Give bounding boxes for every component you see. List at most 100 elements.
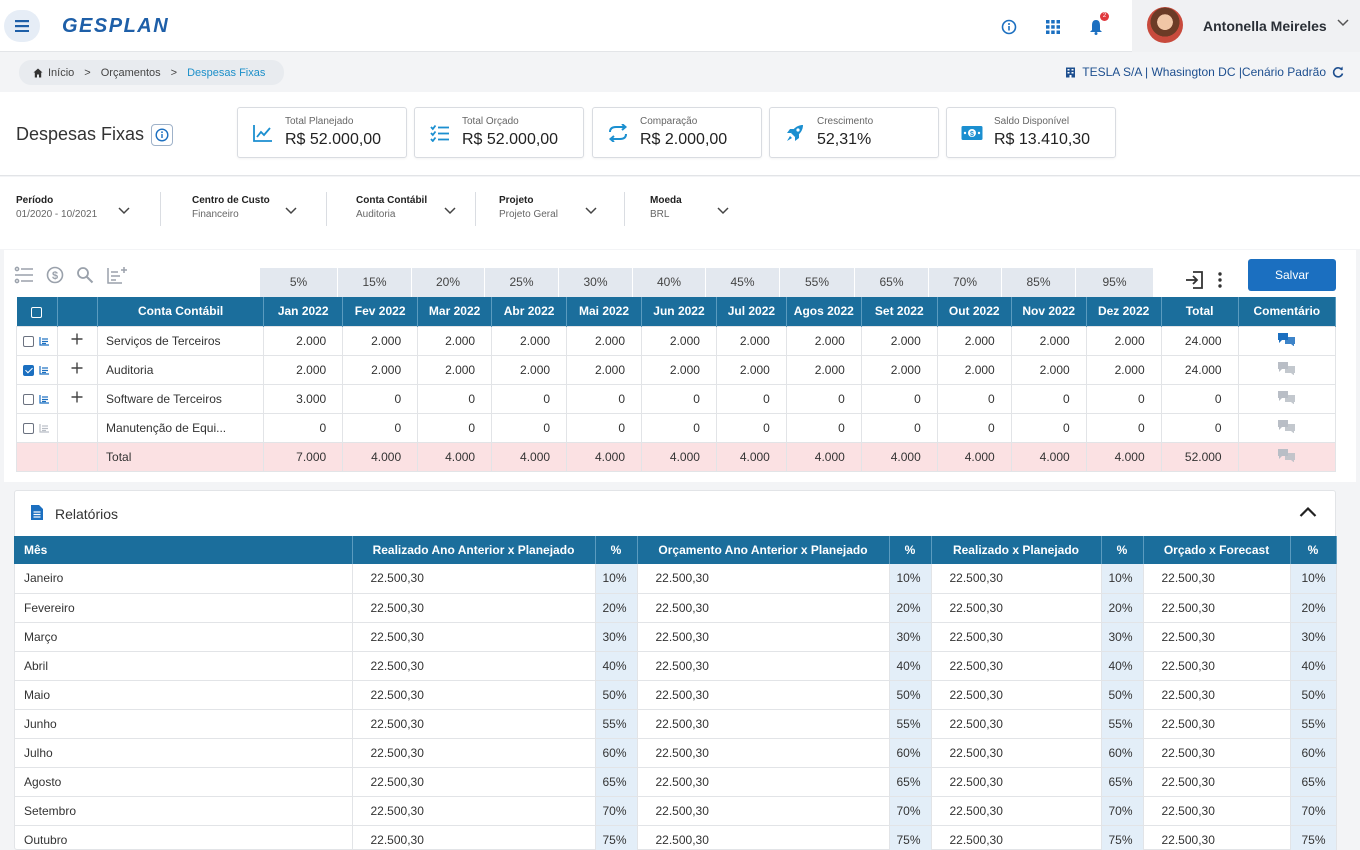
percentage-cell[interactable]: 95% xyxy=(1076,268,1154,297)
comment-cell[interactable] xyxy=(1237,325,1337,356)
column-header-month[interactable]: Fev 2022 xyxy=(342,297,419,326)
month-value-cell[interactable]: 0 xyxy=(785,383,862,414)
month-value-cell[interactable]: 2.000 xyxy=(263,325,344,356)
month-value-cell[interactable]: 2.000 xyxy=(860,354,938,385)
more-options-icon[interactable] xyxy=(1216,271,1224,289)
month-value-cell[interactable]: 0 xyxy=(715,412,787,443)
column-header-pct[interactable]: % xyxy=(595,536,638,564)
month-value-cell[interactable]: 3.000 xyxy=(263,383,344,414)
month-value-cell[interactable]: 2.000 xyxy=(1010,325,1087,356)
hamburger-menu-button[interactable] xyxy=(4,10,40,42)
month-value-cell[interactable]: 2.000 xyxy=(715,354,787,385)
month-value-cell[interactable]: 0 xyxy=(342,383,419,414)
column-header-month[interactable]: Out 2022 xyxy=(937,297,1012,326)
app-logo[interactable]: GESPLAN xyxy=(62,15,170,37)
plus-icon[interactable] xyxy=(71,362,83,374)
column-header-account[interactable]: Conta Contábil xyxy=(97,297,265,326)
month-value-cell[interactable]: 2.000 xyxy=(936,354,1012,385)
reports-header[interactable]: Relatórios xyxy=(15,491,1335,536)
column-header-orcado-x-forecast[interactable]: Orçado x Forecast xyxy=(1143,536,1291,564)
column-header-month[interactable]: Jul 2022 xyxy=(716,297,787,326)
month-value-cell[interactable]: 0 xyxy=(715,383,787,414)
month-value-cell[interactable]: 0 xyxy=(566,412,642,443)
refresh-icon[interactable] xyxy=(1332,66,1344,78)
column-header-month[interactable]: Jan 2022 xyxy=(263,297,344,326)
row-detail-icon[interactable] xyxy=(39,336,50,346)
company-context[interactable]: TESLA S/A | Whasington DC |Cenário Padrã… xyxy=(1065,65,1344,79)
month-value-cell[interactable]: 2.000 xyxy=(1085,354,1162,385)
list-filter-icon[interactable] xyxy=(14,266,34,284)
percentage-cell[interactable]: 40% xyxy=(633,268,706,297)
percentage-cell[interactable]: 55% xyxy=(780,268,855,297)
comment-cell[interactable] xyxy=(1237,354,1337,385)
select-all-checkbox[interactable] xyxy=(31,306,42,318)
comment-icon[interactable] xyxy=(1277,361,1297,376)
row-select-cell[interactable] xyxy=(16,354,58,385)
user-menu[interactable]: Antonella Meireles xyxy=(1132,0,1360,52)
breadcrumb-home[interactable]: Início xyxy=(48,66,75,79)
row-checkbox[interactable] xyxy=(23,335,35,347)
month-value-cell[interactable]: 0 xyxy=(342,412,419,443)
row-checkbox[interactable] xyxy=(23,422,35,434)
currency-icon[interactable]: $ xyxy=(46,266,64,284)
save-button[interactable]: Salvar xyxy=(1248,259,1336,291)
select-all-header[interactable] xyxy=(16,297,58,326)
month-value-cell[interactable]: 0 xyxy=(785,412,862,443)
column-header-month[interactable]: Mar 2022 xyxy=(417,297,493,326)
column-header-total[interactable]: Total xyxy=(1161,297,1239,326)
month-value-cell[interactable]: 2.000 xyxy=(715,325,787,356)
row-expand-cell[interactable] xyxy=(56,354,99,385)
comment-icon[interactable] xyxy=(1277,448,1297,463)
percentage-cell[interactable]: 30% xyxy=(559,268,633,297)
month-value-cell[interactable]: 0 xyxy=(1010,383,1087,414)
comment-cell[interactable] xyxy=(1237,441,1337,472)
month-value-cell[interactable]: 2.000 xyxy=(491,325,568,356)
page-info-button[interactable] xyxy=(151,124,173,146)
column-header-realizado-x-planejado[interactable]: Realizado x Planejado xyxy=(931,536,1102,564)
comment-cell[interactable] xyxy=(1237,412,1337,443)
month-value-cell[interactable]: 2.000 xyxy=(342,354,419,385)
month-value-cell[interactable]: 0 xyxy=(1085,412,1162,443)
month-value-cell[interactable]: 2.000 xyxy=(417,325,493,356)
percentage-cell[interactable]: 65% xyxy=(855,268,929,297)
column-header-month[interactable]: Dez 2022 xyxy=(1086,297,1162,326)
table-row[interactable]: Software de Terceiros 3.000 0 0 0 0 0 0 0 0 0 0 0 0 xyxy=(16,383,1337,414)
month-value-cell[interactable]: 2.000 xyxy=(936,325,1012,356)
month-value-cell[interactable]: 0 xyxy=(936,412,1012,443)
month-value-cell[interactable]: 0 xyxy=(860,412,938,443)
column-header-mes[interactable]: Mês xyxy=(14,536,353,564)
comment-cell[interactable] xyxy=(1237,383,1337,414)
month-value-cell[interactable]: 0 xyxy=(566,383,642,414)
month-value-cell[interactable]: 2.000 xyxy=(263,354,344,385)
column-header-month[interactable]: Jun 2022 xyxy=(641,297,717,326)
table-row[interactable]: Serviços de Terceiros 2.000 2.000 2.000 2.00… xyxy=(16,325,1337,356)
chevron-up-icon[interactable] xyxy=(1299,506,1317,518)
percentage-cell[interactable]: 45% xyxy=(706,268,780,297)
filter-projeto[interactable]: Projeto Projeto Geral xyxy=(499,195,597,220)
percentage-cell[interactable]: 5% xyxy=(260,268,338,297)
row-detail-icon[interactable] xyxy=(39,365,50,375)
comment-icon[interactable] xyxy=(1277,419,1297,434)
filter-centro-de-custo[interactable]: Centro de Custo Financeiro xyxy=(192,195,297,220)
percentage-cell[interactable]: 85% xyxy=(1002,268,1076,297)
month-value-cell[interactable]: 2.000 xyxy=(566,325,642,356)
row-checkbox[interactable] xyxy=(23,393,35,405)
row-select-cell[interactable] xyxy=(16,412,58,443)
month-value-cell[interactable]: 0 xyxy=(263,412,344,443)
plus-icon[interactable] xyxy=(71,333,83,345)
column-header-realizado-ano-anterior[interactable]: Realizado Ano Anterior x Planejado xyxy=(352,536,596,564)
plus-icon[interactable] xyxy=(71,391,83,403)
month-value-cell[interactable]: 0 xyxy=(641,383,717,414)
column-header-comment[interactable]: Comentário xyxy=(1238,297,1337,326)
month-value-cell[interactable]: 0 xyxy=(417,412,493,443)
month-value-cell[interactable]: 0 xyxy=(860,383,938,414)
column-header-pct[interactable]: % xyxy=(1101,536,1144,564)
percentage-cell[interactable]: 70% xyxy=(929,268,1002,297)
percentage-cell[interactable]: 15% xyxy=(338,268,412,297)
month-value-cell[interactable]: 2.000 xyxy=(785,325,862,356)
column-header-month[interactable]: Agos 2022 xyxy=(786,297,862,326)
month-value-cell[interactable]: 0 xyxy=(641,412,717,443)
column-header-month[interactable]: Abr 2022 xyxy=(491,297,568,326)
column-header-month[interactable]: Mai 2022 xyxy=(566,297,642,326)
table-row[interactable]: Auditoria 2.000 2.000 2.000 2.000 2.000 2.000 2… xyxy=(16,354,1337,385)
